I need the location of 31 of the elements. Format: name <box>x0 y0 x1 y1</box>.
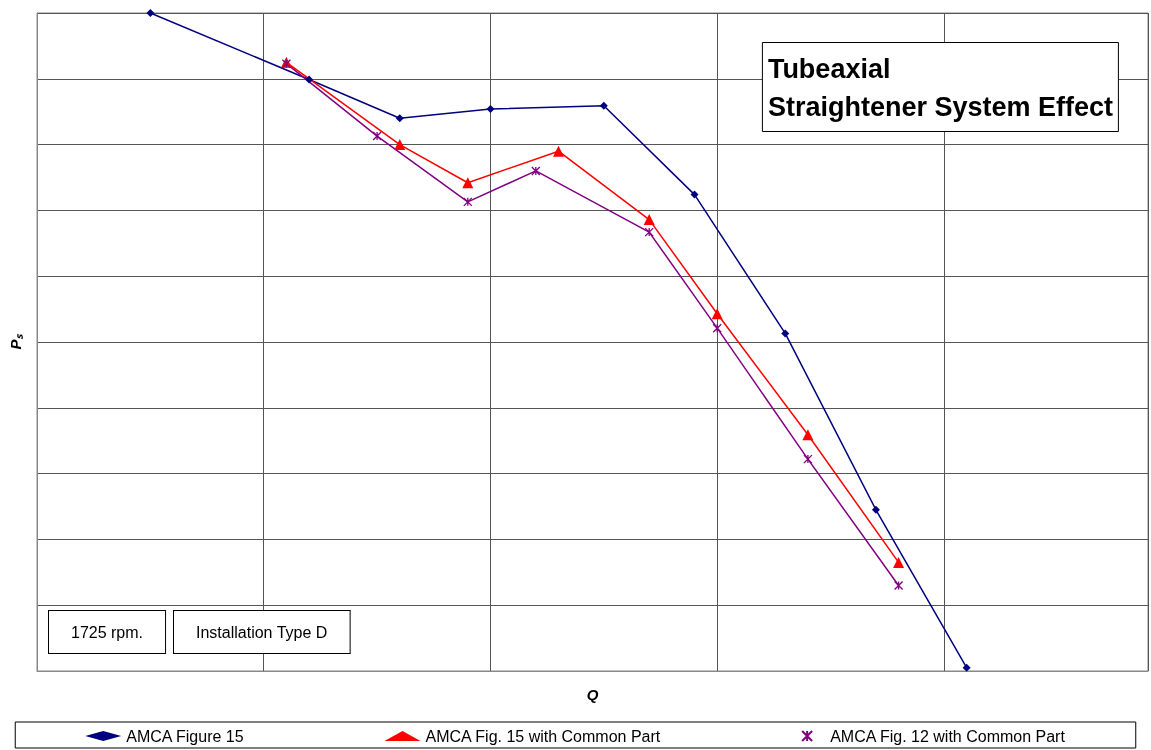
point <box>552 145 564 157</box>
annotation: 1725 rpm. <box>71 623 144 641</box>
point <box>643 214 655 226</box>
point <box>871 505 880 514</box>
legend-label: AMCA Fig. 12 with Common Part <box>830 727 1066 745</box>
annotation: Installation Type D <box>196 623 328 641</box>
point <box>531 166 541 176</box>
legend-label: AMCA Fig. 15 with Common Part <box>425 727 661 745</box>
point <box>146 9 155 17</box>
point <box>463 197 473 207</box>
point <box>462 177 474 189</box>
point <box>802 429 814 441</box>
point <box>690 190 699 199</box>
point <box>644 227 654 237</box>
legend-label: AMCA Figure 15 <box>126 727 244 745</box>
text: Tubeaxial Straightener System Effect <box>767 54 1114 122</box>
point <box>893 580 904 591</box>
point <box>781 329 790 338</box>
point <box>711 308 723 320</box>
point <box>394 139 406 151</box>
x-axis-title: Q <box>586 686 599 703</box>
point <box>372 131 382 141</box>
point <box>893 556 905 568</box>
point <box>803 454 813 464</box>
point <box>486 105 495 114</box>
point <box>962 663 971 672</box>
point <box>712 323 722 333</box>
point <box>395 114 404 123</box>
y-axis-title: Pₛ <box>7 333 24 350</box>
point <box>599 101 608 110</box>
point <box>305 75 314 84</box>
